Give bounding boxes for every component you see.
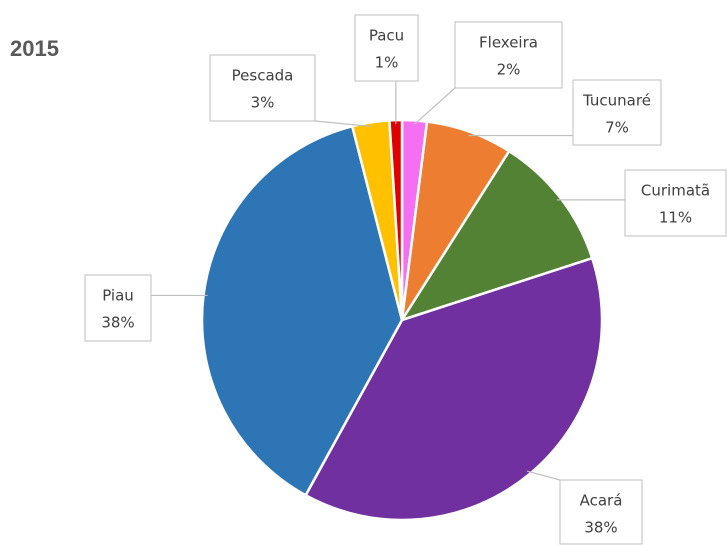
category-label: Pescada xyxy=(232,67,294,85)
value-label: 2% xyxy=(497,61,521,79)
pie-slice xyxy=(399,149,594,323)
category-label: Piau xyxy=(102,287,134,305)
pie-slice xyxy=(303,256,604,522)
label-box xyxy=(572,79,662,146)
category-label: Tucunaré xyxy=(582,92,651,110)
leader-line xyxy=(526,470,561,481)
label-box xyxy=(454,21,563,89)
label-box xyxy=(354,14,419,82)
value-label: 11% xyxy=(659,209,692,227)
label-box xyxy=(84,274,152,342)
label-box xyxy=(624,169,727,237)
leader-line xyxy=(314,120,372,128)
value-label: 38% xyxy=(584,519,617,537)
category-label: Acará xyxy=(580,492,623,510)
leader-line xyxy=(413,87,456,125)
chart-title: 2015 xyxy=(10,36,59,61)
category-label: Curimatã xyxy=(641,182,710,200)
value-label: 1% xyxy=(375,54,399,72)
category-label: Pacu xyxy=(369,27,404,45)
label-box xyxy=(209,54,316,122)
category-label: Flexeira xyxy=(479,34,538,52)
value-label: 3% xyxy=(251,94,275,112)
value-label: 38% xyxy=(101,314,134,332)
value-label: 7% xyxy=(605,119,629,137)
label-box xyxy=(559,479,643,545)
